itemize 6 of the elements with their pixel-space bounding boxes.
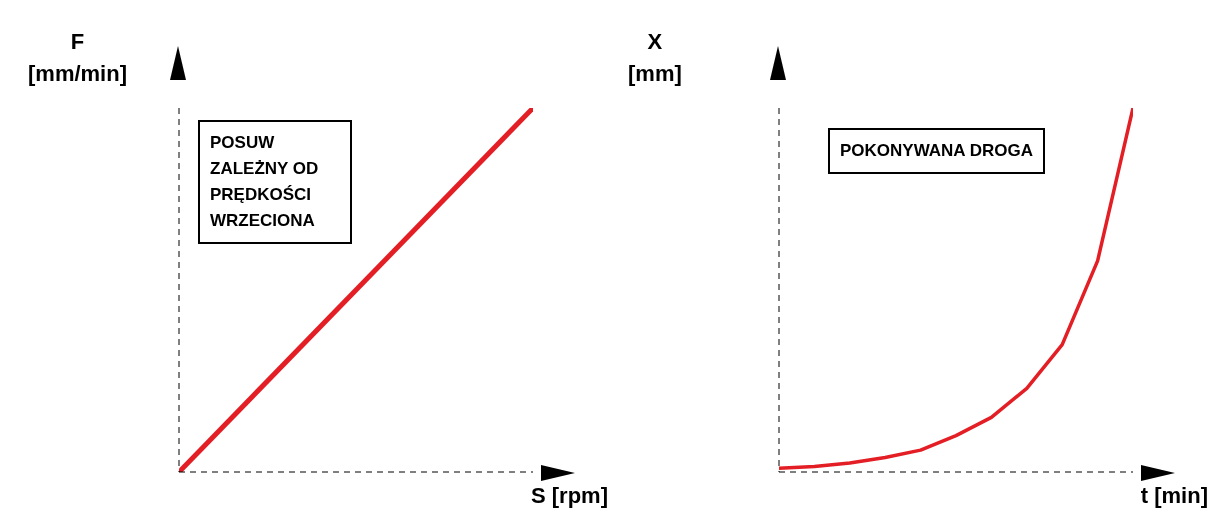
annotation: POSUW ZALEŻNY OD PRĘDKOŚCI WRZECIONA [198, 120, 352, 244]
y-axis-title: X [mm] [628, 28, 682, 88]
annotation: POKONYWANA DROGA [828, 128, 1045, 174]
y-axis-title: F [mm/min] [28, 28, 127, 88]
x-axis-title: t [min] [1140, 483, 1208, 509]
x-axis-title: S [rpm] [531, 483, 608, 509]
